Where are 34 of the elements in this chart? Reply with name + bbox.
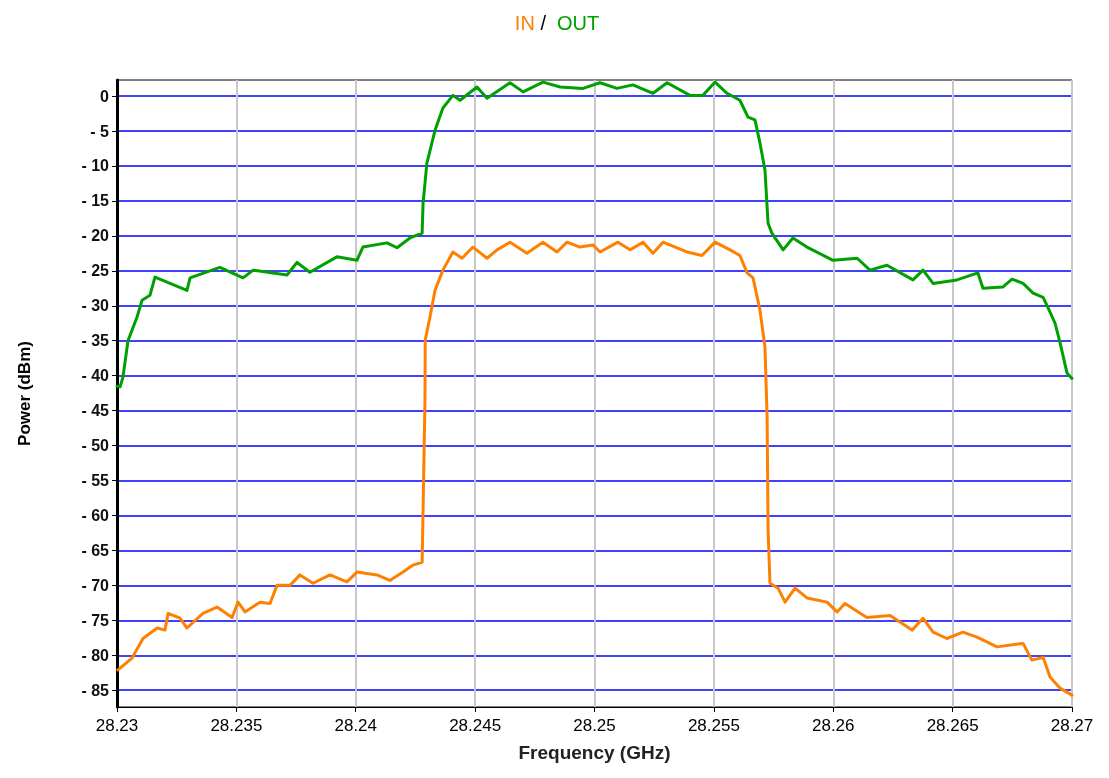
y-tick-label: - 40 (81, 367, 110, 385)
y-tick-label: - 65 (81, 541, 110, 559)
y-tick-label: - 10 (81, 157, 110, 175)
x-tick-label: 28.265 (926, 716, 979, 735)
y-axis-title: Power (dBm) (15, 341, 34, 446)
y-tick-label: - 80 (81, 646, 110, 664)
y-tick-label: - 35 (81, 332, 110, 350)
x-tick-label: 28.24 (334, 716, 378, 735)
y-tick-label: - 75 (81, 611, 110, 629)
y-tick-label: - 70 (81, 576, 110, 594)
y-tick-label: - 15 (81, 192, 110, 210)
x-tick-label: 28.245 (449, 716, 502, 735)
x-tick-label: 28.23 (95, 716, 139, 735)
y-tick-label: - 60 (81, 506, 110, 524)
x-tick-label: 28.25 (573, 716, 616, 735)
text: / (534, 12, 547, 34)
y-tick-label: - 30 (81, 297, 110, 315)
x-tick-label: 28.255 (687, 716, 740, 735)
y-tick-label: - 85 (81, 681, 110, 699)
line-series (116, 240, 1074, 697)
y-tick-label: - 45 (81, 402, 110, 420)
x-tick-label: 28.26 (811, 716, 855, 735)
x-tick-label: 28.27 (1050, 716, 1094, 735)
text: IN (514, 12, 535, 34)
x-tick-label: 28.235 (210, 716, 263, 735)
y-tick-label: - 20 (81, 227, 110, 245)
y-tick-label: - 5 (90, 122, 110, 140)
text: OUT (556, 12, 600, 34)
y-tick-label: - 25 (81, 262, 110, 280)
y-tick-label: - 50 (81, 437, 110, 455)
y-tick-label: - 55 (81, 472, 110, 490)
line-series (115, 80, 1074, 389)
y-tick-label: 0 (100, 87, 110, 105)
x-axis-title: Frequency (GHz) (518, 742, 671, 763)
